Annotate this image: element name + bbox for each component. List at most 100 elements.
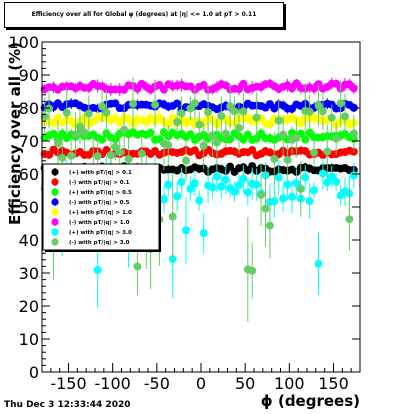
data-point <box>58 153 67 162</box>
data-point <box>279 194 288 203</box>
y-tick-label: 20 <box>19 297 39 316</box>
data-point <box>226 162 235 171</box>
legend-marker <box>51 228 59 236</box>
data-point <box>93 266 102 275</box>
data-point <box>318 107 327 116</box>
series-8 <box>40 76 358 322</box>
data-point <box>345 215 354 224</box>
data-point <box>190 179 199 188</box>
data-point <box>310 186 319 195</box>
data-point <box>332 134 341 143</box>
data-point <box>133 262 142 271</box>
data-point <box>318 169 327 178</box>
data-point <box>93 152 102 161</box>
data-point <box>234 181 243 190</box>
x-tick-label: 0 <box>196 374 206 393</box>
data-point <box>243 188 252 197</box>
legend-label: (+) with pT/|q| > 0.5 <box>69 190 132 196</box>
data-point <box>181 226 190 235</box>
data-point <box>80 128 89 137</box>
data-point <box>292 179 301 188</box>
data-point <box>305 197 314 206</box>
data-point <box>296 119 305 128</box>
data-point <box>274 173 283 182</box>
timestamp: Thu Dec 3 12:33:44 2020 <box>4 400 131 410</box>
x-axis-label: ϕ (degrees) <box>261 392 360 410</box>
legend-marker <box>51 218 59 226</box>
data-point <box>115 148 124 157</box>
y-tick-label: 40 <box>19 231 39 250</box>
data-point <box>226 135 235 144</box>
data-point <box>239 79 248 88</box>
data-point <box>287 192 296 201</box>
legend-label: (+) with pT/|q| > 0.1 <box>69 170 132 176</box>
data-point <box>340 112 349 121</box>
data-point <box>248 266 257 275</box>
data-point <box>124 155 133 164</box>
data-point <box>62 108 71 117</box>
legend-label: (-) with pT/|q| > 0.1 <box>69 180 130 186</box>
data-point <box>212 138 221 147</box>
data-point <box>314 259 323 268</box>
data-point <box>164 141 173 150</box>
legend-marker <box>51 208 59 216</box>
data-point <box>349 84 358 93</box>
y-tick-label: 70 <box>19 132 39 151</box>
data-point <box>252 113 261 122</box>
data-point <box>53 139 62 148</box>
data-point <box>177 178 186 187</box>
data-point <box>199 141 208 150</box>
data-point <box>106 150 115 159</box>
x-tick-label: -50 <box>144 374 170 393</box>
data-point <box>173 192 182 201</box>
data-point <box>279 130 288 139</box>
data-point <box>327 113 336 122</box>
chart-title: Efficiency over all for Global φ (degree… <box>31 11 257 18</box>
data-point <box>310 148 319 157</box>
data-point <box>230 187 239 196</box>
x-tick-label: 50 <box>235 374 255 393</box>
data-point <box>243 130 252 139</box>
data-point <box>336 99 345 108</box>
data-point <box>190 99 199 108</box>
y-tick-label: 50 <box>19 198 39 217</box>
data-point <box>270 197 279 206</box>
data-point <box>217 182 226 191</box>
data-point <box>151 100 160 109</box>
legend-label: (-) with pT/|q| > 0.5 <box>69 200 130 206</box>
legend-label: (-) with pT/|q| > 1.0 <box>69 220 130 226</box>
data-point <box>173 118 182 127</box>
data-point <box>111 143 120 152</box>
data-point <box>195 196 204 205</box>
data-point <box>67 151 76 160</box>
data-point <box>71 130 80 139</box>
data-point <box>208 183 217 192</box>
data-point <box>234 85 243 94</box>
data-point <box>265 221 274 230</box>
data-point <box>217 111 226 120</box>
x-tick-label: -150 <box>50 374 86 393</box>
data-point <box>186 130 195 139</box>
data-point <box>199 229 208 238</box>
data-point <box>164 180 173 189</box>
data-point <box>164 120 173 129</box>
legend-marker <box>51 178 59 186</box>
y-tick-label: 90 <box>19 66 39 85</box>
x-tick-label: 150 <box>318 374 349 393</box>
x-tick-label: -100 <box>95 374 131 393</box>
data-point <box>181 156 190 165</box>
data-point <box>239 107 248 116</box>
data-point <box>212 172 221 181</box>
data-point <box>305 107 314 116</box>
data-point <box>323 147 332 156</box>
data-point <box>75 122 84 131</box>
data-point <box>270 154 279 163</box>
data-point <box>274 116 283 125</box>
data-point <box>332 177 341 186</box>
y-tick-label: 30 <box>19 264 39 283</box>
data-point <box>177 109 186 118</box>
y-tick-label: 60 <box>19 165 39 184</box>
data-point <box>296 184 305 193</box>
legend-marker <box>51 198 59 206</box>
data-point <box>221 175 230 184</box>
